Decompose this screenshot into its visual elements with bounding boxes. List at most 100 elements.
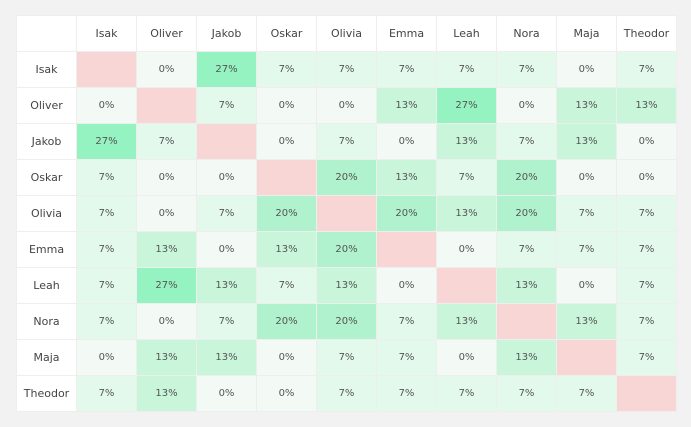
table-cell: 7% [196,87,257,124]
table-cell: 13% [196,339,257,376]
column-header: Isak [76,15,137,52]
table-cell: 20% [256,303,317,340]
table-cell [136,87,197,124]
table-cell: 7% [616,231,677,268]
table-cell: 13% [556,87,617,124]
table-cell: 0% [136,51,197,88]
row-header: Nora [16,303,77,340]
table-cell: 13% [196,267,257,304]
column-header: Oliver [136,15,197,52]
row-header: Maja [16,339,77,376]
table-cell: 0% [436,339,497,376]
row-header: Theodor [16,375,77,412]
row-header: Jakob [16,123,77,160]
table-cell: 13% [436,303,497,340]
table-cell: 7% [616,267,677,304]
table-cell: 0% [196,231,257,268]
table-cell: 13% [136,375,197,412]
table-cell: 0% [556,159,617,196]
table-cell [76,51,137,88]
table-cell: 7% [76,159,137,196]
table-cell: 7% [316,123,377,160]
row-header: Leah [16,267,77,304]
table-cell: 20% [496,159,557,196]
table-cell: 0% [556,267,617,304]
table-cell: 0% [256,375,317,412]
matrix-table: Isak Oliver Jakob Oskar Olivia Emma Leah Nora Ma… [16,15,677,412]
table-cell: 0% [316,87,377,124]
table-cell [496,303,557,340]
table-cell: 13% [256,231,317,268]
column-header: Oskar [256,15,317,52]
table-cell: 7% [196,195,257,232]
table-cell: 13% [496,267,557,304]
table-cell: 0% [616,159,677,196]
table-cell: 7% [76,375,137,412]
table-cell: 7% [76,195,137,232]
row-header: Isak [16,51,77,88]
table-cell: 7% [256,267,317,304]
table-cell [316,195,377,232]
table-cell: 7% [376,339,437,376]
table-cell: 20% [316,159,377,196]
table-cell: 0% [616,123,677,160]
table-cell: 27% [76,123,137,160]
table-cell: 20% [316,303,377,340]
table-cell: 7% [76,267,137,304]
table-row: Maja 0% 13% 13% 0% 7% 7% 0% 13% 7% [16,339,677,376]
table-cell: 0% [556,51,617,88]
table-cell: 13% [436,123,497,160]
corner-cell [16,15,77,52]
table-cell: 7% [376,375,437,412]
table-cell: 13% [496,339,557,376]
table-cell: 7% [316,375,377,412]
table-cell: 13% [316,267,377,304]
table-cell: 7% [556,375,617,412]
table-cell: 7% [616,339,677,376]
table-cell: 7% [436,375,497,412]
table-cell: 0% [256,123,317,160]
table-cell: 0% [136,159,197,196]
table-cell [436,267,497,304]
table-cell: 13% [556,303,617,340]
row-header: Olivia [16,195,77,232]
table-cell: 13% [556,123,617,160]
table-cell: 13% [376,87,437,124]
table-cell: 0% [256,87,317,124]
table-cell: 0% [136,303,197,340]
table-body: Isak 0% 27% 7% 7% 7% 7% 7% 0% 7% Oliver 0% 7% 0% 0% 13%… [16,51,677,412]
table-cell: 13% [616,87,677,124]
column-header: Maja [556,15,617,52]
table-cell: 7% [616,303,677,340]
table-head: Isak Oliver Jakob Oskar Olivia Emma Leah Nora Ma… [16,15,677,52]
table-cell: 7% [496,51,557,88]
column-header: Emma [376,15,437,52]
row-header: Emma [16,231,77,268]
table-row: Theodor 7% 13% 0% 0% 7% 7% 7% 7% 7% [16,375,677,412]
table-cell: 7% [496,375,557,412]
table-cell: 27% [436,87,497,124]
column-header: Olivia [316,15,377,52]
table-cell: 0% [376,123,437,160]
table-cell: 7% [136,123,197,160]
table-row: Leah 7% 27% 13% 7% 13% 0% 13% 0% 7% [16,267,677,304]
table-cell: 0% [256,339,317,376]
table-row: Oskar 7% 0% 0% 20% 13% 7% 20% 0% 0% [16,159,677,196]
table-cell: 7% [436,51,497,88]
table-cell: 7% [376,303,437,340]
table-cell: 7% [556,231,617,268]
table-cell: 7% [616,195,677,232]
table-row: Isak 0% 27% 7% 7% 7% 7% 7% 0% 7% [16,51,677,88]
column-header: Theodor [616,15,677,52]
table-cell: 7% [556,195,617,232]
table-cell: 13% [136,231,197,268]
table-row: Emma 7% 13% 0% 13% 20% 0% 7% 7% 7% [16,231,677,268]
table-cell: 7% [76,231,137,268]
table-cell [196,123,257,160]
table-cell: 0% [496,87,557,124]
table-cell: 27% [196,51,257,88]
column-header: Nora [496,15,557,52]
table-cell: 20% [316,231,377,268]
table-cell: 7% [376,51,437,88]
table-cell: 13% [436,195,497,232]
